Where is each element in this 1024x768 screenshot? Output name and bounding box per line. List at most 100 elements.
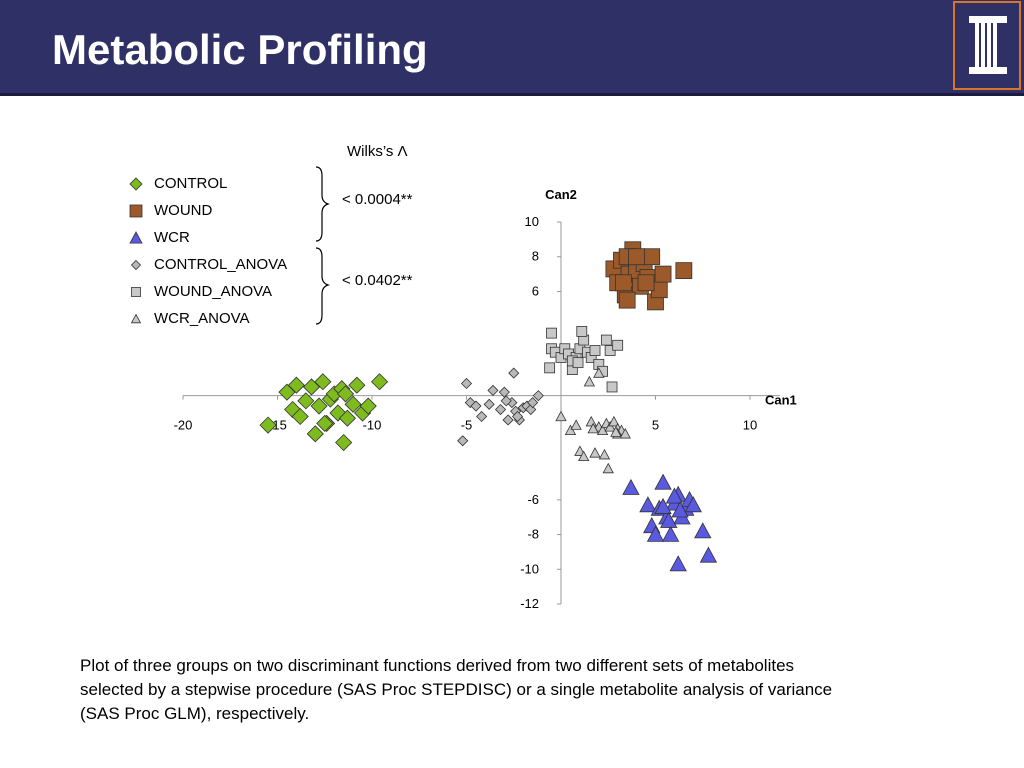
data-point	[498, 386, 510, 398]
data-point	[694, 522, 712, 539]
y-tick-label: 10	[525, 214, 539, 229]
data-point	[602, 462, 614, 474]
data-point	[532, 390, 544, 402]
data-point	[596, 424, 609, 436]
x-axis-label: Can1	[765, 393, 797, 408]
legend-marker-icon	[130, 259, 142, 270]
data-point	[316, 414, 334, 432]
data-point	[555, 410, 567, 422]
data-point	[622, 478, 640, 495]
series-control	[259, 373, 389, 452]
data-point	[669, 555, 687, 572]
data-point	[336, 385, 355, 403]
legend-label: WOUND	[154, 202, 213, 219]
x-tick-label: -5	[461, 418, 473, 433]
wilks-lambda-title: Wilks’s Λ	[347, 143, 408, 160]
legend-label: CONTROL	[154, 175, 228, 192]
data-point	[502, 414, 514, 426]
legend-marker	[129, 204, 143, 217]
data-point	[297, 392, 315, 410]
data-point	[335, 433, 353, 452]
data-point	[564, 424, 577, 436]
legend-marker	[130, 259, 142, 270]
data-point	[287, 376, 305, 394]
data-point	[684, 496, 702, 513]
title-banner: Metabolic Profiling	[0, 0, 1024, 94]
data-point	[457, 435, 469, 447]
legend-entry: WOUND_ANOVA	[128, 278, 287, 305]
y-tick-label: 8	[532, 249, 539, 264]
legend-marker	[130, 313, 142, 323]
data-point	[628, 248, 645, 266]
data-point	[598, 448, 611, 460]
data-point	[460, 377, 473, 390]
legend-entry: CONTROL	[128, 170, 287, 197]
data-point	[604, 421, 616, 432]
legend-marker-icon	[129, 230, 143, 244]
data-point	[606, 381, 618, 393]
data-point	[310, 397, 328, 415]
series-control-anova	[457, 367, 544, 447]
data-point	[546, 327, 557, 339]
data-point	[665, 487, 684, 504]
column-logo-icon	[969, 16, 1007, 74]
legend-label: WCR_ANOVA	[154, 310, 250, 327]
data-point	[585, 415, 597, 427]
data-point	[527, 397, 539, 409]
data-point	[314, 373, 332, 391]
x-tick-label: -10	[363, 418, 382, 433]
legend-entry: WOUND	[128, 197, 287, 224]
data-point	[259, 416, 277, 434]
legend-marker-icon	[130, 313, 142, 323]
data-point	[671, 501, 689, 518]
y-tick-label: 6	[532, 283, 539, 298]
data-point	[583, 375, 596, 387]
data-point	[643, 248, 661, 266]
x-tick-label: 5	[652, 418, 659, 433]
data-point	[608, 415, 620, 427]
data-point	[600, 334, 612, 346]
legend-marker	[129, 230, 143, 244]
y-tick-label: -6	[527, 492, 539, 507]
header-rule	[0, 93, 1024, 96]
y-axis-label: Can2	[545, 187, 577, 202]
legend-label: WCR	[154, 229, 190, 246]
data-point	[637, 274, 655, 292]
data-point	[675, 262, 693, 280]
y-tick-label: -12	[520, 596, 539, 611]
data-point	[483, 398, 495, 410]
legend-label: WOUND_ANOVA	[154, 283, 273, 300]
data-point	[589, 345, 601, 356]
legend-entry: WCR	[128, 224, 287, 251]
data-point	[508, 367, 520, 379]
data-point	[470, 400, 482, 412]
data-point	[291, 407, 309, 426]
data-point	[646, 525, 665, 542]
data-point	[593, 367, 605, 378]
data-point	[306, 425, 324, 443]
legend-marker-icon	[131, 286, 141, 297]
data-point	[654, 265, 672, 283]
data-point	[578, 450, 590, 462]
legend-marker	[129, 176, 143, 191]
y-tick-label: -8	[527, 527, 539, 542]
data-point	[589, 447, 601, 458]
legend-marker-icon	[129, 176, 143, 191]
page-title: Metabolic Profiling	[52, 26, 428, 73]
data-point	[639, 496, 657, 513]
data-point	[614, 274, 632, 292]
data-point	[570, 419, 582, 430]
pvalue-group-2: < 0.0402**	[342, 272, 413, 289]
y-tick-label: -10	[520, 561, 539, 576]
data-point	[348, 376, 366, 394]
data-point	[476, 410, 488, 423]
data-point	[576, 325, 588, 337]
data-point	[661, 525, 680, 542]
data-point	[610, 426, 622, 437]
series-wound-anova	[544, 325, 624, 393]
chart-legend: CONTROL WOUND WCR CONTROL_ANOVA WOUND_ANOVA W…	[128, 170, 287, 332]
x-tick-label: 10	[743, 418, 757, 433]
data-point	[572, 357, 584, 369]
data-point	[500, 395, 512, 407]
data-point	[654, 473, 672, 490]
